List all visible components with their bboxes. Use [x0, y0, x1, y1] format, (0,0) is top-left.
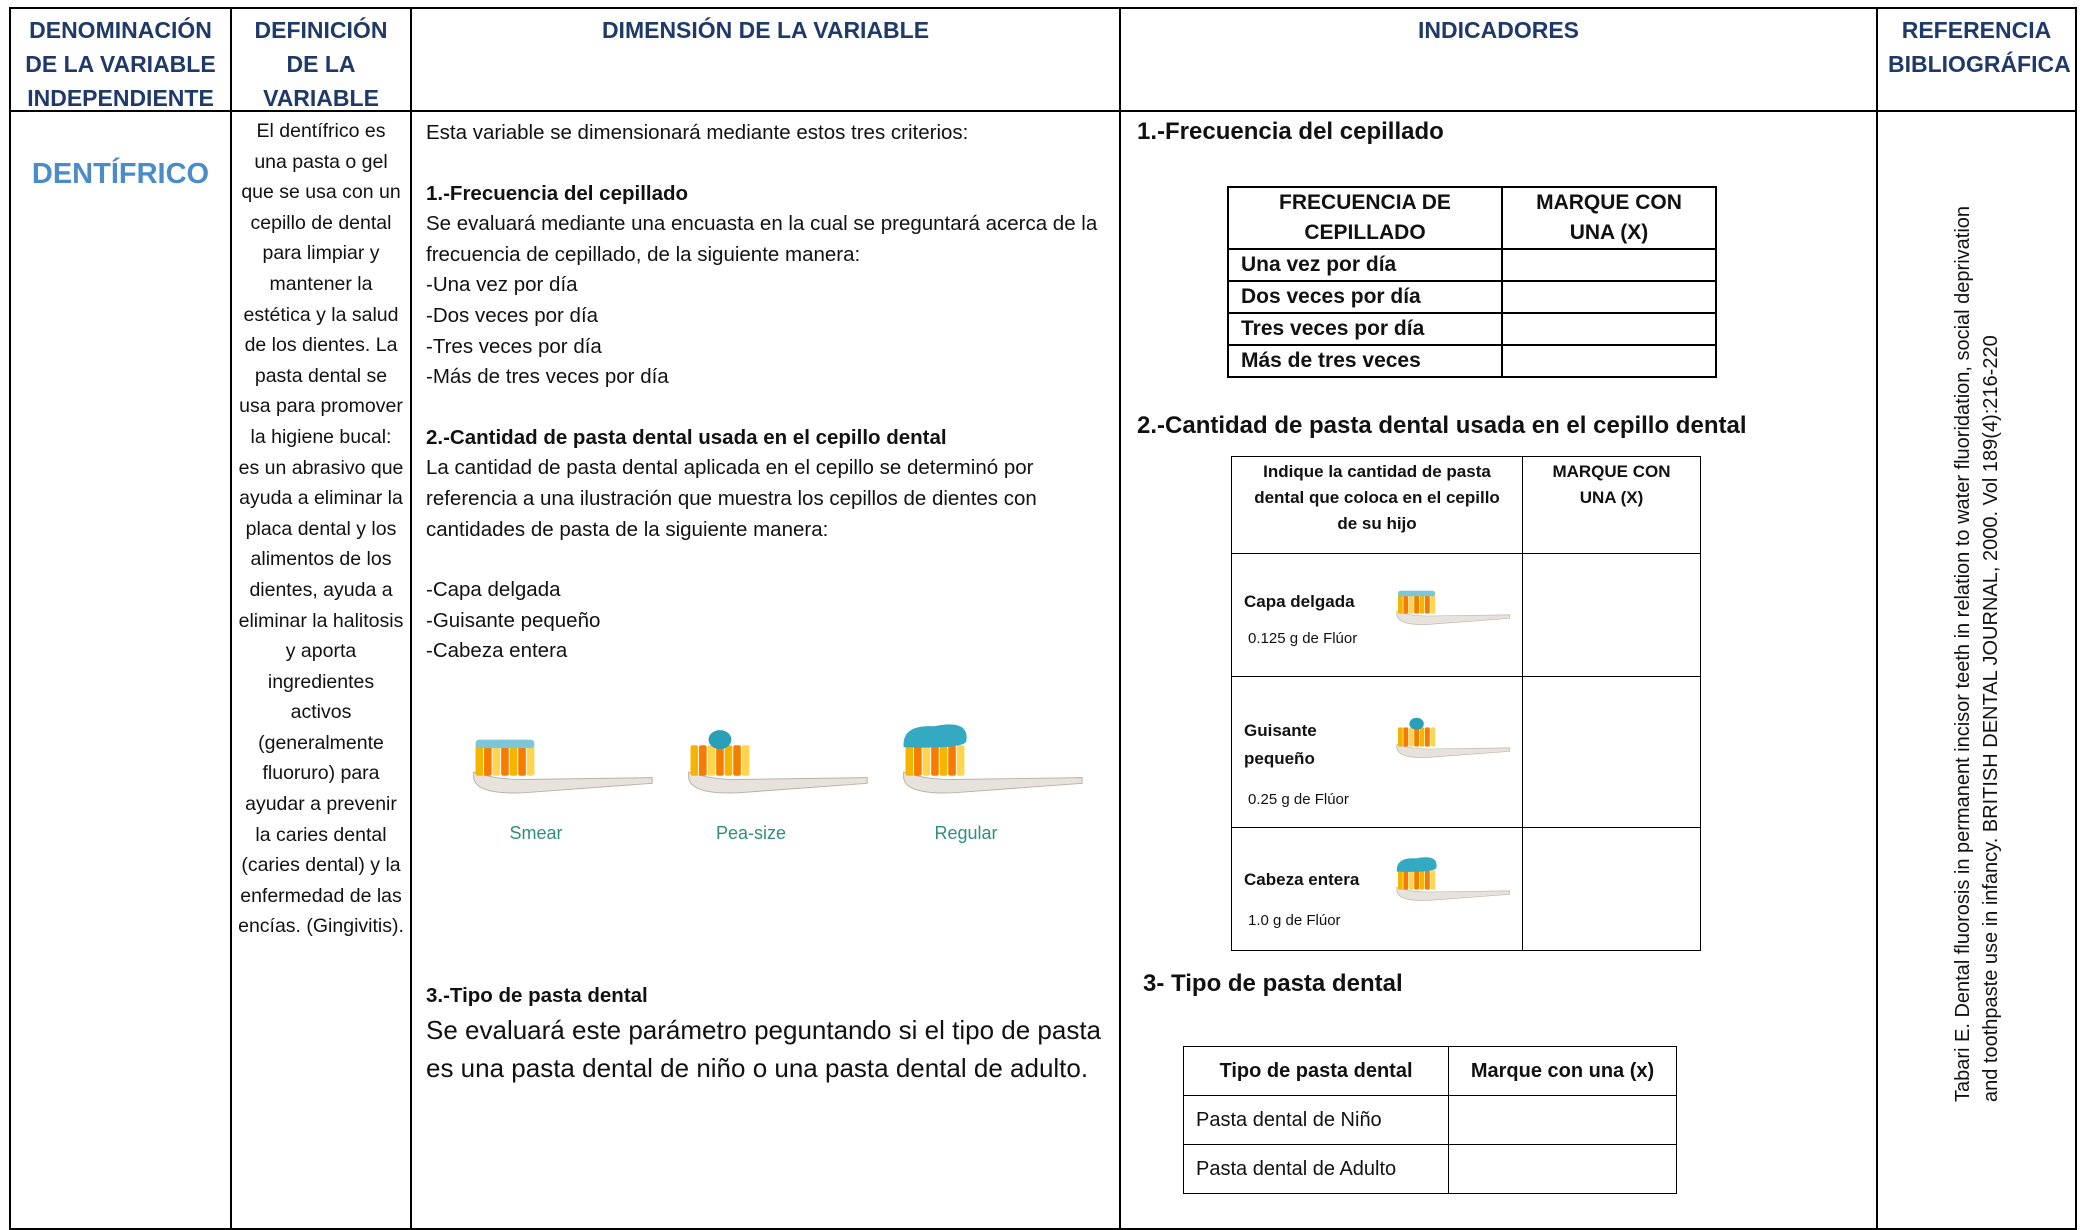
- reference-text: Tabari E. Dental fluorosis in permanent …: [1951, 205, 2002, 1102]
- variable-cell: DENTÍFRICO: [9, 110, 232, 1230]
- mark-cell: [1501, 248, 1717, 282]
- toothbrush-icon: [688, 730, 868, 794]
- indicator-title: 1.-Frecuencia del cepillado: [1137, 118, 1444, 145]
- brush-figure: Smear: [466, 713, 666, 849]
- indicator-table: Tipo de pasta dental Marque con una (x) P…: [1183, 1046, 1677, 1194]
- table-header: Tipo de pasta dental: [1183, 1046, 1449, 1096]
- brush-figure: Pea-size: [681, 713, 881, 849]
- header-cell: DIMENSIÓN DE LA VARIABLE: [410, 7, 1121, 112]
- table-header: FRECUENCIA DE CEPILLADO: [1227, 186, 1503, 250]
- brush-caption: Regular: [934, 822, 998, 843]
- indicator-title: 2.-Cantidad de pasta dental usada en el …: [1137, 412, 1747, 439]
- table-cell: Tres veces por día: [1227, 312, 1503, 346]
- section-item: -Guisante pequeño: [426, 608, 601, 632]
- amount-dose: 1.0 g de Flúor: [1248, 912, 1341, 929]
- toothbrush-icon: [903, 724, 1083, 794]
- table-cell: Cabeza entera 1.0 g de Flúor: [1231, 827, 1523, 951]
- header-text: DENOMINACIÓN DE LA VARIABLE INDEPENDIENT…: [25, 17, 216, 111]
- table-header: Marque con una (x): [1448, 1046, 1677, 1096]
- amount-dose: 0.125 g de Flúor: [1248, 630, 1358, 647]
- table-header: MARQUE CON UNA (X): [1522, 456, 1701, 554]
- header-cell: INDICADORES: [1119, 7, 1878, 112]
- mark-cell: [1448, 1144, 1677, 1194]
- definition-text: El dentífrico es una pasta o gel que se …: [238, 120, 404, 938]
- indicator-table: FRECUENCIA DE CEPILLADO MARQUE CON UNA (X…: [1227, 186, 1717, 378]
- mark-cell: [1522, 827, 1701, 951]
- mark-cell: [1448, 1095, 1677, 1145]
- section-text: Se evaluará este parámetro peguntando si…: [426, 1015, 1102, 1084]
- table-cell: Guisante pequeño 0.25 g de Flúor: [1231, 676, 1523, 828]
- header-cell: DENOMINACIÓN DE LA VARIABLE INDEPENDIENT…: [9, 7, 232, 112]
- table-cell: Dos veces por día: [1227, 280, 1503, 314]
- brush-caption: Pea-size: [715, 822, 787, 843]
- reference-cell: Tabari E. Dental fluorosis in permanent …: [1876, 110, 2077, 1230]
- section-text: La cantidad de pasta dental aplicada en …: [426, 456, 1037, 541]
- section-item: -Capa delgada: [426, 578, 561, 602]
- amount-dose: 0.25 g de Flúor: [1248, 791, 1349, 808]
- table-cell: Pasta dental de Adulto: [1183, 1144, 1449, 1194]
- mark-cell: [1501, 312, 1717, 346]
- section-text: Se evaluará mediante una encuasta en la …: [426, 212, 1098, 266]
- definition-cell: El dentífrico es una pasta o gel que se …: [230, 110, 412, 1230]
- section-item: -Dos veces por día: [426, 303, 599, 327]
- mark-cell: [1522, 676, 1701, 828]
- amount-label: Guisante pequeño: [1244, 721, 1317, 768]
- toothbrush-illustration: Smear Pea-size Regular: [426, 667, 1096, 849]
- table-cell: Más de tres veces: [1227, 344, 1503, 378]
- header-text: DEFINICIÓN DE LA VARIABLE: [254, 17, 388, 111]
- table-cell: Capa delgada 0.125 g de Flúor: [1231, 553, 1523, 677]
- amount-label: Cabeza entera: [1244, 870, 1360, 889]
- table-header: Indique la cantidad de pasta dental que …: [1231, 456, 1523, 554]
- header-text: INDICADORES: [1417, 17, 1579, 43]
- mark-cell: [1501, 344, 1717, 378]
- brush-figure: Regular: [896, 713, 1096, 849]
- section-item: -Más de tres veces por día: [426, 365, 669, 389]
- toothbrush-icon: [473, 739, 653, 794]
- section-title: 1.-Frecuencia del cepillado: [426, 181, 689, 205]
- dimension-cell: Esta variable se dimensionará mediante e…: [410, 110, 1121, 1230]
- table-cell: Pasta dental de Niño: [1183, 1095, 1449, 1145]
- toothbrush-icon: [1396, 590, 1510, 625]
- section-item: -Cabeza entera: [426, 639, 568, 663]
- variable-name: DENTÍFRICO: [31, 158, 210, 190]
- section-title: 2.-Cantidad de pasta dental usada en el …: [426, 425, 947, 449]
- mark-cell: [1501, 280, 1717, 314]
- dimension-intro: Esta variable se dimensionará mediante e…: [426, 121, 969, 144]
- brush-caption: Smear: [509, 822, 563, 843]
- table-cell: Una vez por día: [1227, 248, 1503, 282]
- toothbrush-icon: [1396, 717, 1510, 758]
- table-header: MARQUE CON UNA (X): [1501, 186, 1717, 250]
- indicators-cell: 1.-Frecuencia del cepillado FRECUENCIA D…: [1119, 110, 1878, 1230]
- amount-label: Capa delgada: [1244, 592, 1355, 611]
- section-title: 3.-Tipo de pasta dental: [426, 983, 648, 1007]
- header-text: REFERENCIA BIBLIOGRÁFICA: [1888, 17, 2071, 77]
- toothbrush-icon: [1396, 857, 1510, 901]
- mark-cell: [1522, 553, 1701, 677]
- indicator-title: 3- Tipo de pasta dental: [1143, 970, 1403, 997]
- section-item: -Una vez por día: [426, 273, 578, 297]
- header-text: DIMENSIÓN DE LA VARIABLE: [601, 17, 930, 43]
- section-item: -Tres veces por día: [426, 334, 602, 358]
- indicator-table: Indique la cantidad de pasta dental que …: [1231, 456, 1701, 951]
- header-cell: REFERENCIA BIBLIOGRÁFICA: [1876, 7, 2077, 112]
- header-cell: DEFINICIÓN DE LA VARIABLE: [230, 7, 412, 112]
